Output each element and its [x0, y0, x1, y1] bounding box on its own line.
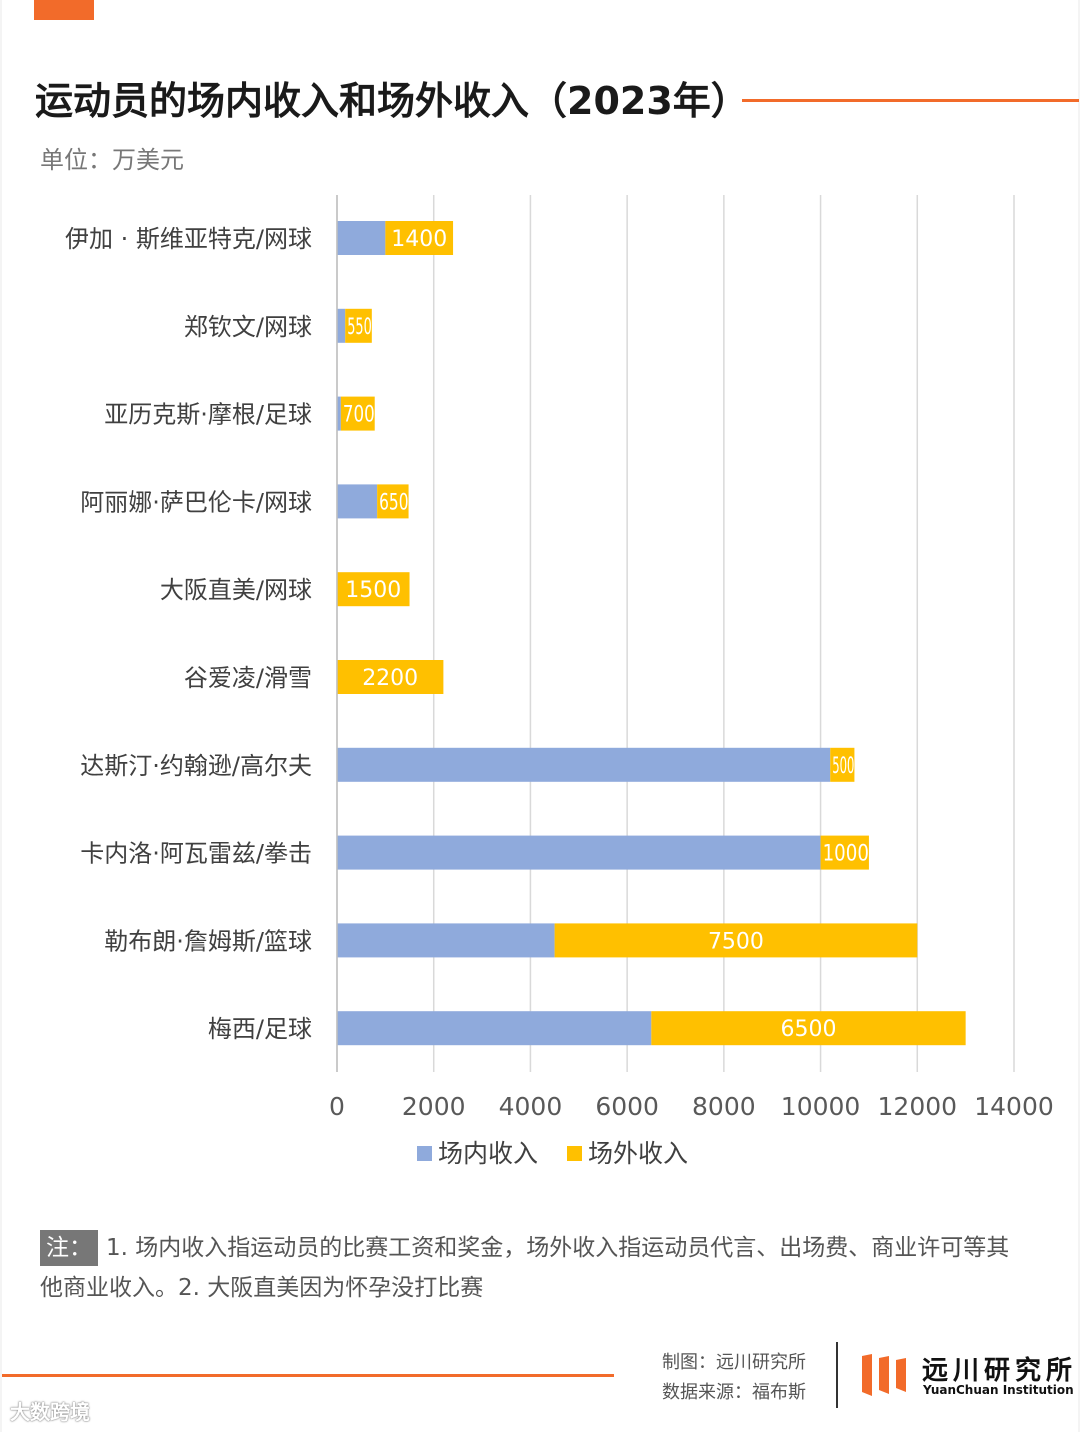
legend-swatch: [417, 1146, 432, 1161]
logo-stroke-3: [896, 1358, 906, 1392]
category-label: 郑钦文/网球: [184, 313, 312, 341]
legend-label: 场外收入: [588, 1139, 688, 1168]
category-label: 勒布朗·詹姆斯/篮球: [104, 927, 312, 955]
bar-on-field: [337, 484, 378, 519]
bottom-accent-line: [2, 1374, 614, 1377]
category-label: 大阪直美/网球: [160, 576, 312, 604]
x-tick-label: 12000: [878, 1092, 958, 1121]
logo-stroke-2: [879, 1356, 889, 1394]
data-label: 1500: [345, 578, 401, 603]
data-label: 1400: [391, 227, 447, 252]
logo-stroke-1: [862, 1354, 872, 1396]
data-label: 1000: [823, 842, 869, 867]
accent-block: [34, 0, 94, 20]
bar-on-field: [337, 221, 386, 255]
category-label: 亚历克斯·摩根/足球: [104, 401, 312, 429]
x-tick-label: 4000: [499, 1092, 563, 1121]
category-label: 卡内洛·阿瓦雷兹/拳击: [80, 840, 312, 868]
category-label: 阿丽娜·萨巴伦卡/网球: [80, 488, 312, 516]
category-label: 达斯汀·约翰逊/高尔夫: [80, 752, 312, 780]
footnote: 注： 1. 场内收入指运动员的比赛工资和奖金，场外收入指运动员代言、出场费、商业许…: [40, 1228, 1030, 1308]
category-label: 梅西/足球: [208, 1015, 312, 1043]
data-label: 650: [379, 490, 408, 515]
bar-off-field: [554, 923, 918, 958]
made-by-credit: 制图：远川研究所: [662, 1352, 806, 1373]
bar-on-field: [337, 396, 341, 431]
bar-off-field: [385, 221, 454, 255]
bar-off-field: [337, 572, 410, 607]
bar-on-field: [337, 923, 555, 958]
x-tick-label: 6000: [595, 1092, 659, 1121]
bar-off-field: [820, 835, 869, 870]
logo-icon: [862, 1354, 906, 1396]
unit-label: 单位：万美元: [40, 146, 184, 174]
category-label: 谷爱凌/滑雪: [184, 664, 312, 692]
x-tick-label: 14000: [974, 1092, 1054, 1121]
logo-text-en: YuanChuan Institution: [923, 1383, 1074, 1397]
category-label: 伊加 · 斯维亚特克/网球: [65, 225, 312, 253]
bar-on-field: [337, 835, 821, 870]
watermark: 大数跨境: [10, 1400, 90, 1424]
stacked-bar-chart: 0 2000 4000 6000 8000 10000 12000 14000 伊加 · 斯维亚…: [65, 195, 1054, 1168]
data-source-credit: 数据来源：福布斯: [662, 1382, 806, 1403]
chart-title: 运动员的场内收入和场外收入（2023年）: [35, 79, 749, 123]
data-label: 550: [347, 315, 372, 340]
title-accent-line: [742, 99, 1079, 102]
bar-off-field: [337, 660, 444, 694]
footnote-text: 1. 场内收入指运动员的比赛工资和奖金，场外收入指运动员代言、出场费、商业许可等…: [40, 1235, 1010, 1301]
x-tick-label: 2000: [402, 1092, 466, 1121]
bar-on-field: [337, 1011, 652, 1046]
footnote-tag: 注：: [40, 1230, 98, 1266]
x-tick-label: 0: [329, 1092, 345, 1121]
bar-on-field: [337, 308, 346, 343]
x-tick-label: 8000: [692, 1092, 756, 1121]
data-label: 700: [343, 403, 375, 428]
data-label: 6500: [780, 1017, 836, 1042]
legend-label: 场内收入: [438, 1139, 538, 1168]
bar-off-field: [345, 308, 372, 343]
bar-off-field: [377, 484, 409, 519]
data-label: 2200: [362, 666, 418, 691]
data-label: 7500: [708, 929, 764, 954]
bar-on-field: [337, 747, 831, 782]
bar-off-field: [340, 396, 375, 431]
bar-off-field: [651, 1011, 966, 1046]
legend-swatch: [567, 1146, 582, 1161]
x-tick-label: 10000: [781, 1092, 861, 1121]
data-label: 500: [832, 754, 854, 779]
bar-off-field: [830, 747, 855, 782]
logo-text-cn: 远川研究所: [922, 1356, 1078, 1386]
footer-divider: [836, 1342, 838, 1408]
